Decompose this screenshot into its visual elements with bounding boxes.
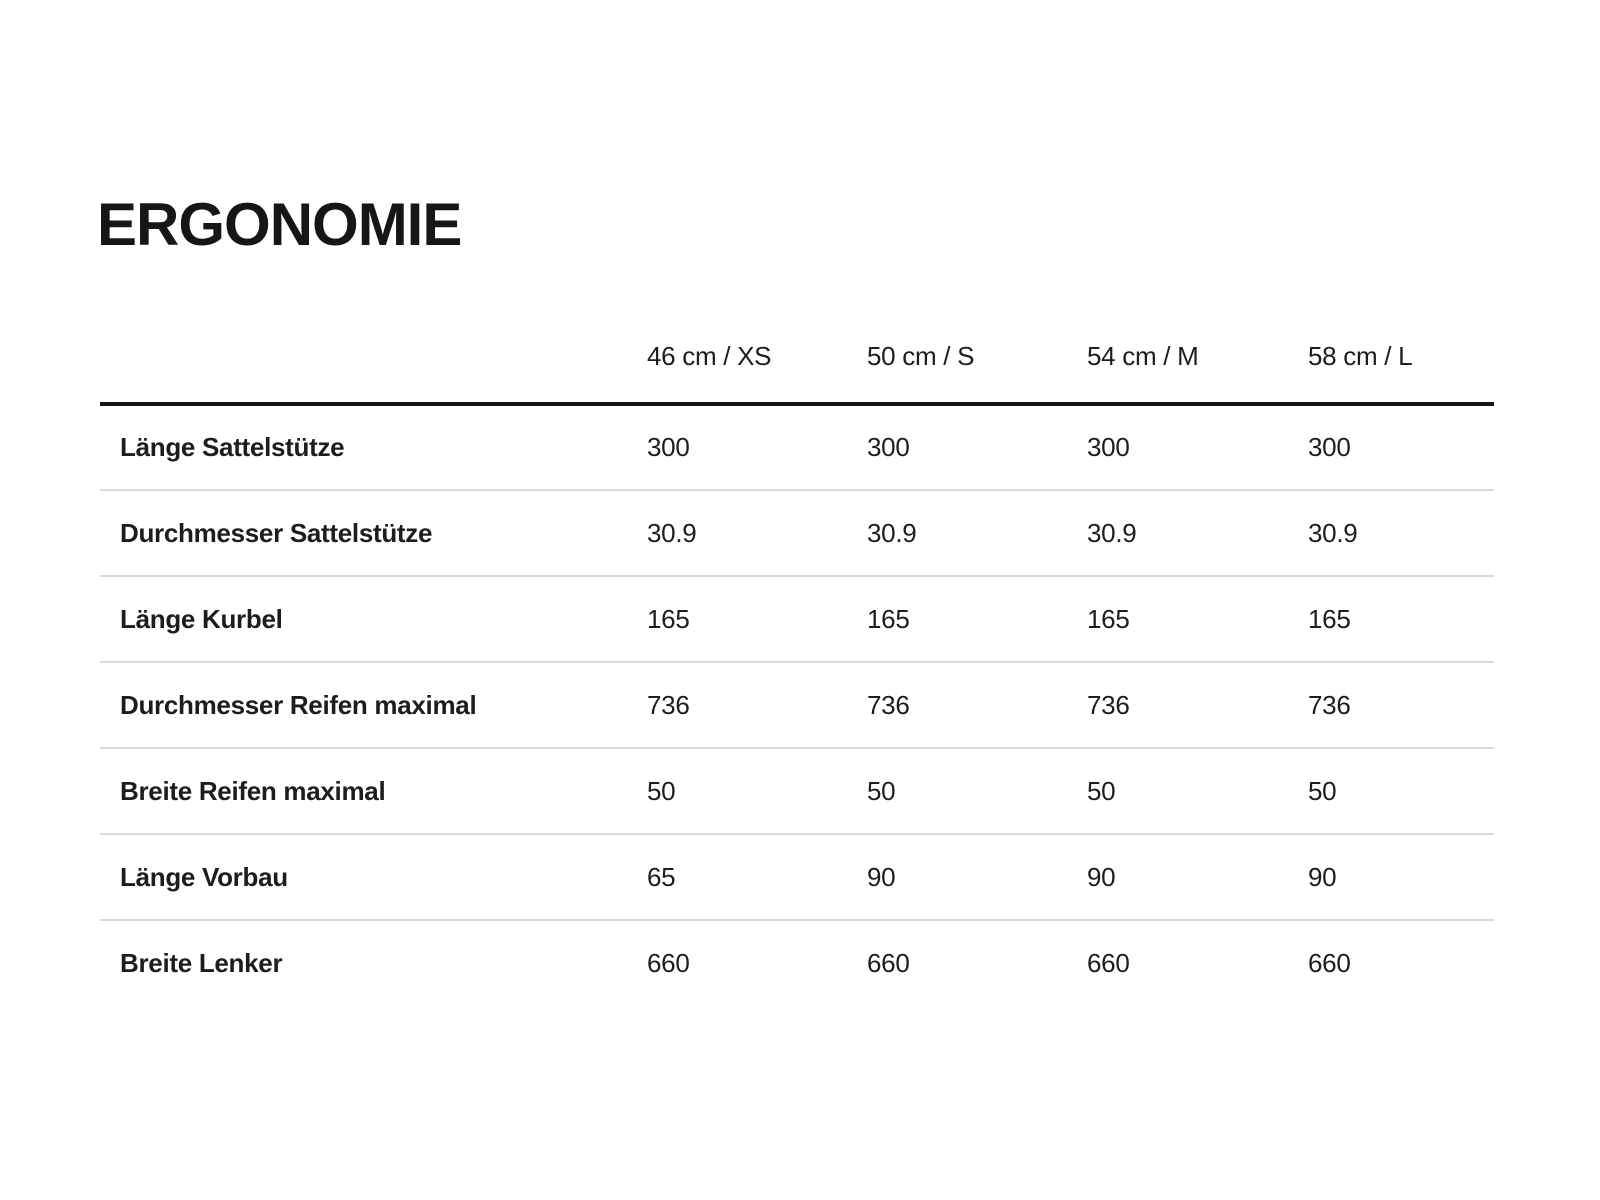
cell-value: 30.9 — [1087, 517, 1137, 548]
cell-value: 660 — [647, 948, 690, 978]
cell-value: 736 — [1087, 689, 1130, 720]
corner-cell — [100, 310, 647, 404]
cell-value: 30.9 — [1308, 517, 1358, 548]
column-header-m: 54 cm / M — [1087, 340, 1199, 371]
cell-value: 50 — [867, 775, 896, 806]
cell-value: 165 — [867, 603, 910, 634]
row-label: Durchmesser Reifen maximal — [120, 689, 477, 720]
cell-value: 165 — [647, 603, 690, 634]
cell-value: 300 — [1087, 432, 1130, 462]
header-row: 46 cm / XS 50 cm / S 54 cm / M 58 cm / L — [100, 310, 1494, 404]
page-title: ERGONOMIE — [97, 191, 462, 258]
row-label: Breite Reifen maximal — [120, 775, 386, 806]
table-row: Durchmesser Sattelstütze 30.9 30.9 30.9 … — [100, 490, 1494, 576]
row-label: Länge Sattelstütze — [120, 432, 345, 462]
table-row: Breite Reifen maximal 50 50 50 50 — [100, 748, 1494, 834]
table-row: Breite Lenker 660 660 660 660 — [100, 920, 1494, 1006]
row-label: Durchmesser Sattelstütze — [120, 517, 433, 548]
cell-value: 65 — [647, 861, 676, 892]
cell-value: 165 — [1087, 603, 1130, 634]
cell-value: 30.9 — [867, 517, 917, 548]
column-header-l: 58 cm / L — [1308, 340, 1413, 371]
cell-value: 165 — [1308, 603, 1351, 634]
cell-value: 300 — [1308, 432, 1351, 462]
cell-value: 90 — [1308, 861, 1337, 892]
table-row: Länge Vorbau 65 90 90 90 — [100, 834, 1494, 920]
column-header-xs: 46 cm / XS — [647, 340, 772, 371]
cell-value: 660 — [1308, 948, 1351, 978]
cell-value: 736 — [867, 689, 910, 720]
cell-value: 30.9 — [647, 517, 697, 548]
cell-value: 736 — [647, 689, 690, 720]
table-row: Länge Sattelstütze 300 300 300 300 — [100, 404, 1494, 490]
cell-value: 660 — [867, 948, 910, 978]
column-header-s: 50 cm / S — [867, 340, 975, 371]
cell-value: 300 — [647, 432, 690, 462]
cell-value: 50 — [1308, 775, 1337, 806]
row-label: Länge Kurbel — [120, 603, 283, 634]
table-row: Durchmesser Reifen maximal 736 736 736 7… — [100, 662, 1494, 748]
cell-value: 660 — [1087, 948, 1130, 978]
cell-value: 90 — [867, 861, 896, 892]
cell-value: 50 — [647, 775, 676, 806]
row-label: Länge Vorbau — [120, 861, 288, 892]
cell-value: 736 — [1308, 689, 1351, 720]
cell-value: 300 — [867, 432, 910, 462]
ergonomics-spec-table: 46 cm / XS 50 cm / S 54 cm / M 58 cm / L… — [100, 310, 1494, 1006]
cell-value: 90 — [1087, 861, 1116, 892]
row-label: Breite Lenker — [120, 948, 283, 978]
cell-value: 50 — [1087, 775, 1116, 806]
table-row: Länge Kurbel 165 165 165 165 — [100, 576, 1494, 662]
